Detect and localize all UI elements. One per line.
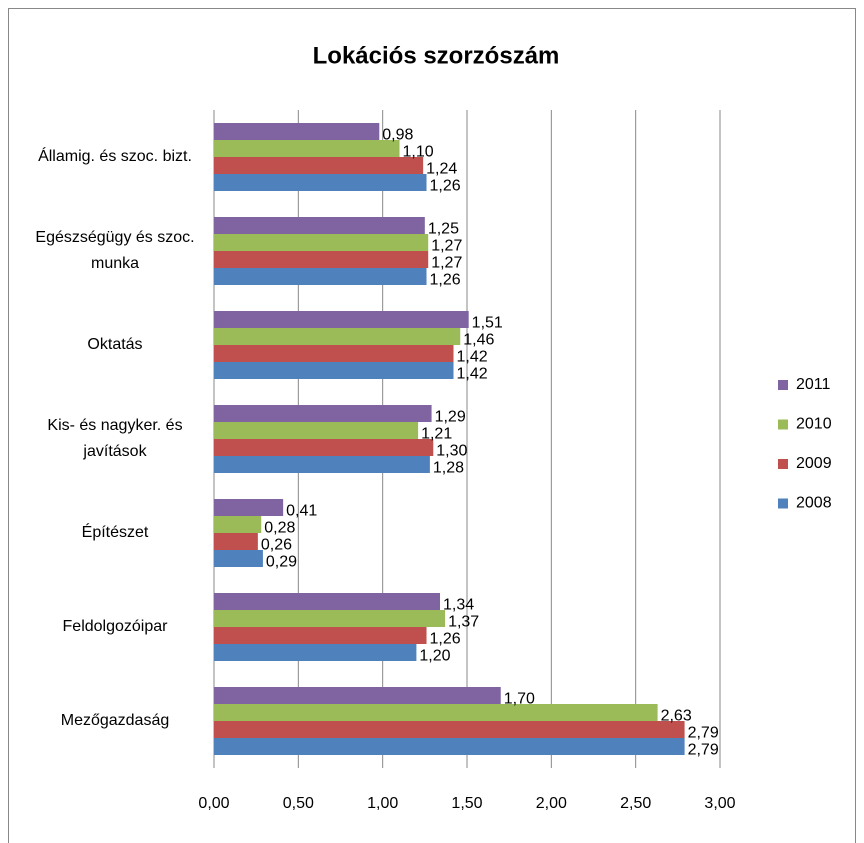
bar	[214, 328, 461, 345]
bar	[214, 405, 432, 422]
data-label: 1,46	[463, 332, 494, 349]
bar	[214, 345, 454, 362]
bar	[214, 738, 685, 755]
x-tick-label: 2,00	[536, 795, 567, 812]
data-label: 1,29	[435, 409, 466, 426]
y-tick-label: Feldolgozóipar	[62, 618, 168, 635]
x-tick-label: 1,00	[367, 795, 398, 812]
y-tick-label: Egészségügy és szoc. munka	[35, 229, 195, 272]
bar	[214, 217, 425, 234]
bar	[214, 721, 685, 738]
data-label: 1,42	[457, 366, 488, 383]
bar	[214, 422, 419, 439]
data-label: 1,26	[430, 178, 461, 195]
legend-swatch	[778, 419, 788, 430]
data-label: 0,26	[261, 537, 292, 554]
data-label: 1,24	[426, 161, 457, 178]
legend-swatch	[778, 380, 788, 390]
x-tick-label: 0,00	[198, 795, 229, 812]
data-label: 0,29	[266, 554, 297, 571]
legend-label: 2008	[796, 495, 832, 512]
data-label: 2,63	[661, 708, 692, 725]
data-label: 1,70	[504, 691, 535, 708]
chart-title: Lokációs szorzószám	[313, 42, 560, 69]
legend-label: 2009	[796, 455, 832, 472]
y-tick-label: Mezőgazdaság	[60, 712, 170, 729]
data-label: 1,26	[430, 631, 461, 648]
data-label: 1,27	[431, 255, 462, 272]
bar	[214, 644, 417, 661]
bar	[214, 550, 263, 567]
bar	[214, 362, 454, 379]
bar	[214, 123, 380, 140]
data-label: 1,27	[431, 238, 462, 255]
bar	[214, 704, 658, 721]
y-tick-label: Kis- és nagyker. és javítások	[47, 417, 183, 460]
bar	[214, 627, 427, 644]
data-label: 1,25	[428, 221, 459, 238]
bar	[214, 499, 284, 516]
data-label: 1,10	[403, 144, 434, 161]
data-label: 0,98	[382, 127, 413, 144]
data-label: 1,51	[472, 315, 503, 332]
bar	[214, 174, 427, 191]
bar	[214, 687, 501, 704]
x-tick-label: 3,00	[704, 795, 735, 812]
legend-swatch	[778, 459, 788, 469]
x-tick-label: 2,50	[620, 795, 651, 812]
y-tick-label: Építészet	[81, 524, 149, 541]
data-label: 2,79	[688, 725, 719, 742]
bar	[214, 533, 258, 550]
data-label: 0,41	[286, 503, 317, 520]
data-label: 1,37	[448, 614, 479, 631]
y-tick-label: Oktatás	[87, 336, 143, 353]
chart-border	[8, 8, 856, 843]
data-label: 1,34	[443, 597, 474, 614]
data-label: 1,30	[436, 443, 467, 460]
data-label: 1,21	[421, 426, 452, 443]
data-label: 1,42	[457, 349, 488, 366]
bar	[214, 439, 434, 456]
x-tick-label: 1,50	[451, 795, 482, 812]
bar	[214, 610, 446, 627]
bar	[214, 140, 400, 157]
bar	[214, 157, 424, 174]
y-tick-label: Államig. és szoc. bizt.	[38, 148, 192, 165]
bar	[214, 311, 469, 328]
legend-swatch	[778, 498, 788, 509]
data-label: 2,79	[688, 742, 719, 759]
bar	[214, 251, 429, 268]
data-label: 1,20	[419, 648, 450, 665]
bar	[214, 516, 262, 533]
bar	[214, 234, 429, 251]
data-label: 1,26	[430, 272, 461, 289]
bar	[214, 593, 441, 610]
bar	[214, 268, 427, 285]
x-tick-label: 0,50	[283, 795, 314, 812]
bar	[214, 456, 430, 473]
data-label: 1,28	[433, 460, 464, 477]
legend-label: 2011	[796, 376, 831, 393]
data-label: 0,28	[264, 520, 295, 537]
legend-label: 2010	[796, 416, 832, 433]
